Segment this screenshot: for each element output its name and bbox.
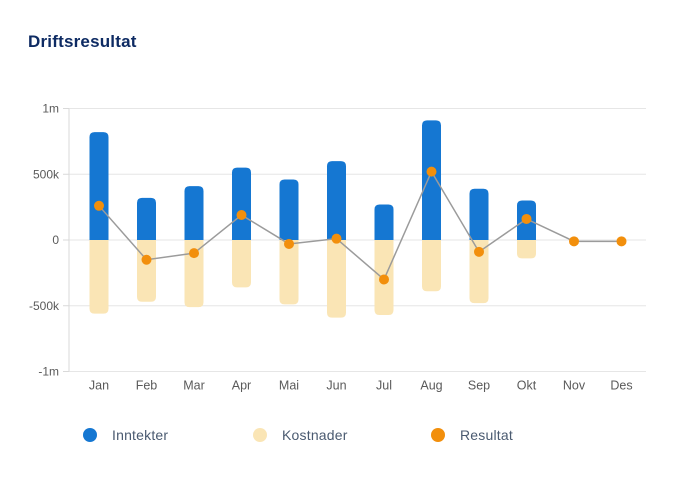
- legend-label: Inntekter: [112, 427, 169, 443]
- x-axis-label-mai: Mai: [279, 379, 299, 393]
- x-axis-label-jul: Jul: [376, 379, 392, 393]
- resultat-point-nov[interactable]: [569, 236, 579, 247]
- bar-kostnader-mar[interactable]: [184, 240, 204, 308]
- bar-inntekter-feb[interactable]: [137, 197, 156, 240]
- x-axis-label-feb: Feb: [136, 379, 158, 393]
- resultat-point-apr[interactable]: [236, 210, 247, 221]
- y-axis-label: 1m: [42, 102, 59, 116]
- y-axis-label: 500k: [33, 167, 60, 181]
- bar-kostnader-apr[interactable]: [232, 240, 251, 288]
- resultat-point-feb[interactable]: [141, 254, 152, 265]
- bar-kostnader-jan[interactable]: [89, 240, 109, 314]
- resultat-point-okt[interactable]: [521, 213, 532, 224]
- x-axis-label-jan: Jan: [89, 379, 109, 393]
- bar-kostnader-feb[interactable]: [137, 240, 156, 302]
- legend-item-inntekter[interactable]: Inntekter: [83, 427, 168, 443]
- bar-inntekter-mai[interactable]: [279, 179, 299, 240]
- bar-inntekter-jan[interactable]: [89, 132, 109, 240]
- resultat-point-des[interactable]: [616, 236, 627, 247]
- x-axis-label-aug: Aug: [420, 379, 442, 393]
- bar-inntekter-mar[interactable]: [184, 186, 204, 240]
- resultat-point-jan[interactable]: [94, 200, 104, 211]
- x-axis-label-nov: Nov: [563, 379, 586, 393]
- resultat-point-mai[interactable]: [284, 238, 294, 249]
- kostnader-legend-dot-icon: [253, 428, 267, 442]
- bar-inntekter-aug[interactable]: [422, 120, 441, 240]
- resultat-line: [98, 169, 622, 281]
- bar-kostnader-jun[interactable]: [327, 240, 346, 318]
- y-axis-label: -500k: [29, 299, 60, 313]
- legend-item-resultat[interactable]: Resultat: [431, 427, 513, 443]
- bar-inntekter-apr[interactable]: [232, 167, 251, 240]
- page-title: Driftsresultat: [28, 32, 137, 51]
- x-axis-label-des: Des: [610, 379, 632, 393]
- inntekter-legend-dot-icon: [83, 428, 97, 442]
- x-axis-label-apr: Apr: [232, 379, 251, 393]
- bar-kostnader-aug[interactable]: [422, 240, 441, 292]
- x-axis-label-mar: Mar: [183, 379, 205, 393]
- legend-item-kostnader[interactable]: Kostnader: [253, 427, 348, 443]
- y-axis-label: -1m: [38, 365, 59, 379]
- bar-inntekter-jul[interactable]: [374, 204, 394, 240]
- resultat-point-mar[interactable]: [189, 248, 199, 259]
- resultat-point-sep[interactable]: [474, 246, 484, 257]
- chart-legend: Inntekter Kostnader Resultat: [0, 427, 685, 449]
- bar-kostnader-mai[interactable]: [279, 240, 299, 305]
- bar-inntekter-jun[interactable]: [327, 161, 346, 240]
- x-axis-label-okt: Okt: [517, 379, 537, 393]
- x-axis-label-sep: Sep: [468, 379, 490, 393]
- legend-label: Resultat: [460, 427, 513, 443]
- resultat-legend-dot-icon: [431, 428, 445, 442]
- resultat-point-jul[interactable]: [379, 274, 389, 285]
- y-axis-label: 0: [52, 233, 59, 247]
- legend-label: Kostnader: [282, 427, 348, 443]
- bar-kostnader-sep[interactable]: [469, 240, 489, 304]
- resultat-point-aug[interactable]: [426, 166, 437, 177]
- bar-kostnader-okt[interactable]: [517, 240, 536, 259]
- bar-inntekter-sep[interactable]: [469, 188, 489, 240]
- resultat-point-jun[interactable]: [331, 233, 342, 244]
- x-axis-label-jun: Jun: [326, 379, 346, 393]
